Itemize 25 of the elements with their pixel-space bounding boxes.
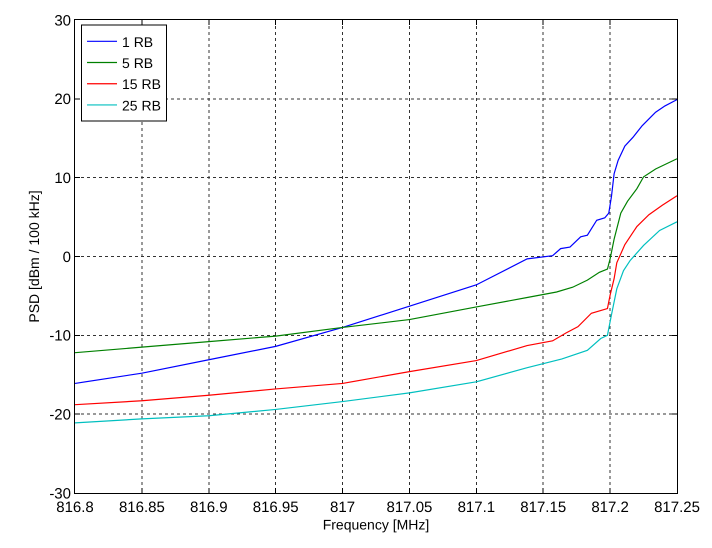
y-tick-label: -20 — [49, 406, 71, 424]
legend-label: 5 RB — [122, 54, 154, 71]
y-axis-title: PSD [dBm / 100 kHz] — [26, 190, 42, 323]
x-tick-label: 817.05 — [386, 499, 432, 516]
x-tick-label: 816.85 — [118, 499, 165, 516]
x-tick-label: 816.95 — [252, 499, 299, 516]
legend-label: 1 RB — [122, 34, 154, 50]
y-tick-label: 10 — [54, 170, 71, 187]
x-axis-title: Frequency [MHz] — [322, 516, 430, 532]
x-tick-label: 817.1 — [458, 499, 496, 516]
line-series — [75, 195, 677, 406]
y-tick-label: -10 — [49, 328, 71, 345]
legend-label: 15 RB — [122, 76, 161, 92]
y-tick-label: 20 — [54, 91, 71, 108]
y-tick-label: 0 — [62, 248, 71, 266]
x-tick-label: 817 — [330, 499, 356, 516]
line-series — [75, 158, 677, 354]
y-tick-label: 30 — [54, 12, 71, 30]
line-series — [75, 221, 677, 424]
x-tick-label: 817.25 — [654, 499, 700, 516]
line-series — [75, 99, 677, 384]
legend-label: 25 RB — [122, 97, 161, 114]
x-tick-label: 817.2 — [591, 499, 629, 516]
x-tick-label: 816.9 — [190, 499, 228, 516]
x-tick-label: 817.15 — [520, 499, 566, 516]
